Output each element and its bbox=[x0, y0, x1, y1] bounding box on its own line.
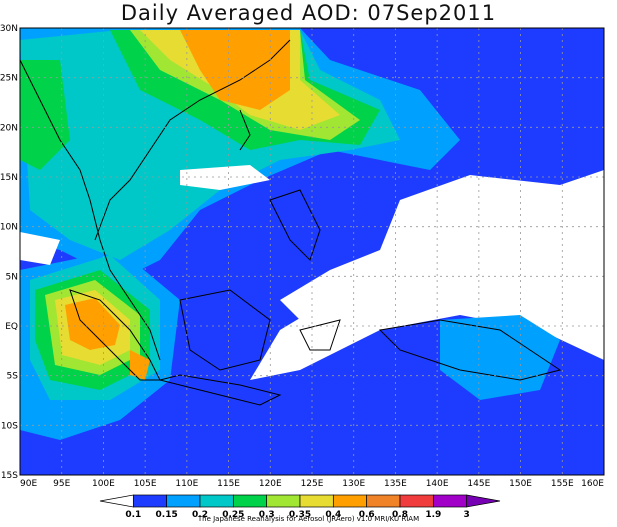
lat-label: 15S bbox=[1, 471, 18, 481]
lat-label: 20N bbox=[0, 123, 18, 133]
colorbar-level-label: 0.2 bbox=[192, 510, 208, 520]
colorbar-swatch bbox=[199, 494, 234, 508]
colorbar-level-label: 0.25 bbox=[222, 510, 244, 520]
colorbar: 0.1 0.15 0.2 0.25 0.3 0.35 0.4 0.6 0.8 1.9 3 bbox=[99, 494, 501, 520]
lon-label: 155E bbox=[551, 479, 574, 489]
lon-label: 125E bbox=[301, 479, 324, 489]
lon-label: 150E bbox=[509, 479, 532, 489]
lon-label: 105E bbox=[134, 479, 157, 489]
colorbar-swatch bbox=[332, 494, 368, 508]
longitude-labels: 90E 95E 100E 105E 110E 115E 120E 125E 130E 135E 14… bbox=[20, 479, 604, 489]
colorbar-swatch bbox=[166, 494, 201, 508]
lat-label: 5S bbox=[7, 372, 19, 382]
colorbar-level-label: 0.1 bbox=[125, 510, 141, 520]
lon-label: 100E bbox=[92, 479, 115, 489]
coastlines bbox=[20, 39, 562, 406]
colorbar-level-label: 0.3 bbox=[259, 510, 275, 520]
colorbar-level-label: 3 bbox=[464, 510, 470, 520]
colorbar-swatch bbox=[132, 494, 168, 508]
lon-label: 95E bbox=[53, 479, 70, 489]
colorbar-level-label: 0.35 bbox=[289, 510, 311, 520]
lon-label: 90E bbox=[20, 479, 37, 489]
lon-label: 145E bbox=[467, 479, 490, 489]
lat-label: EQ bbox=[5, 322, 18, 332]
credit-line: The Japanese Reanalysis for Aerosol (JRA… bbox=[197, 515, 420, 523]
map-frame bbox=[19, 27, 605, 476]
colorbar-level-label: 1.9 bbox=[425, 510, 441, 520]
map-title: Daily Averaged AOD: 07Sep2011 bbox=[120, 1, 497, 25]
lat-label: 30N bbox=[0, 24, 18, 34]
lon-label: 115E bbox=[217, 479, 240, 489]
lat-lon-grid bbox=[20, 28, 604, 475]
colorbar-swatch bbox=[466, 494, 501, 508]
lat-label: 10N bbox=[0, 223, 18, 233]
colorbar-swatch bbox=[266, 494, 301, 508]
lon-label: 130E bbox=[342, 479, 365, 489]
colorbar-swatch bbox=[299, 494, 334, 508]
colorbar-swatch bbox=[232, 494, 268, 508]
lat-label: 25N bbox=[0, 74, 18, 84]
colorbar-level-label: 0.8 bbox=[392, 510, 408, 520]
lat-label: 5N bbox=[6, 272, 18, 282]
lon-label: 135E bbox=[384, 479, 407, 489]
colorbar-swatch bbox=[99, 494, 134, 508]
lon-label: 160E bbox=[581, 479, 604, 489]
colorbar-swatch bbox=[366, 494, 401, 508]
colorbar-level-label: 0.15 bbox=[156, 510, 178, 520]
colorbar-swatch bbox=[399, 494, 434, 508]
colorbar-level-label: 0.4 bbox=[325, 510, 341, 520]
latitude-labels: 30N 25N 20N 15N 10N 5N EQ 5S 10S 15S bbox=[0, 24, 18, 481]
lat-label: 10S bbox=[1, 421, 18, 431]
colorbar-level-label: 0.6 bbox=[359, 510, 375, 520]
lon-label: 110E bbox=[175, 479, 198, 489]
lon-label: 120E bbox=[259, 479, 282, 489]
colorbar-swatch bbox=[432, 494, 468, 508]
lat-label: 15N bbox=[0, 173, 18, 183]
lon-label: 140E bbox=[426, 479, 449, 489]
